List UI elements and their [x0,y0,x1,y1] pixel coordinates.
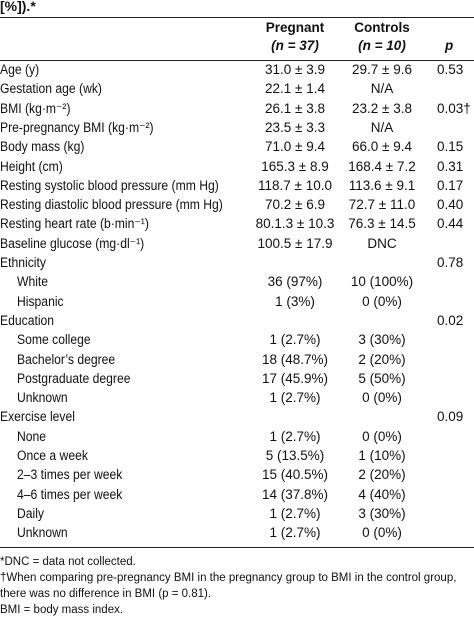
cell: 72.7 ± 11.0 [348,197,416,213]
footnote: *DNC = data not collected. [0,556,136,568]
cell: 0.40 [437,197,464,213]
cell: 118.7 ± 10.0 [258,177,332,193]
cell: 66.0 ± 9.4 [352,139,412,155]
cell: 2 (20%) [358,351,406,367]
cell: 0.53 [437,62,464,77]
cell: 71.0 ± 9.4 [265,139,325,155]
column-header: (n = 10) [358,38,406,53]
column-header: Controls [354,20,410,35]
rule [0,17,474,18]
cell: 165.3 ± 8.9 [261,158,329,174]
row-label: Hispanic [17,293,64,309]
cell: 1 (3%) [275,293,315,309]
cell: 23.5 ± 3.3 [265,119,325,135]
cell: DNC [367,235,397,251]
cell: 1 (2.7%) [269,332,321,348]
footnote: †When comparing pre-pregnancy BMI in the… [0,572,457,600]
cell: 1 (2.7%) [269,525,321,541]
cell: 17 (45.9%) [261,370,329,386]
row-label: None [17,428,47,444]
cell: 0.17 [437,177,464,193]
row-label: Daily [17,505,45,521]
cell: 3 (30%) [358,505,406,521]
row-label: Resting heart rate (b·min⁻¹) [0,216,149,232]
cell: 76.3 ± 14.5 [348,216,416,232]
cell: 4 (40%) [358,486,406,502]
cell: 22.1 ± 1.4 [265,81,325,97]
cell: 10 (100%) [350,274,414,290]
cell: 23.2 ± 3.8 [352,100,412,116]
cell: 100.5 ± 17.9 [257,235,333,251]
row-label: Height (cm) [0,158,63,174]
cell: 0.44 [437,216,464,232]
cell: 5 (50%) [358,370,406,386]
row-label: Unknown [17,390,68,406]
cell: 3 (30%) [358,332,406,348]
row-label: Unknown [17,525,68,541]
row-label: 4–6 times per week [17,486,123,502]
cell: 0 (0%) [362,428,402,444]
cell: 113.6 ± 9.1 [348,177,416,193]
cell: 70.2 ± 6.9 [265,197,325,213]
cell: 18 (48.7%) [261,351,329,367]
cell: 0 (0%) [362,390,402,406]
cell: 0.78 [437,255,464,270]
row-label: Ethnicity [0,255,46,270]
rule [0,547,474,548]
footnotes: *DNC = data not collected. †When comparin… [0,554,474,618]
cell: 0 (0%) [362,525,402,541]
row-label: Resting diastolic blood pressure (mm Hg) [0,197,223,213]
row-label: Gestation age (wk) [0,81,102,97]
cell: 0.15 [437,139,464,155]
cell: 1 (10%) [358,448,406,463]
row-label: Pre-pregnancy BMI (kg·m⁻²) [0,119,154,135]
cell: 0.09 [437,409,464,425]
row-label: Bachelor’s degree [17,351,116,367]
cell: N/A [370,119,394,135]
column-header: Pregnant [265,20,325,35]
row-label: Baseline glucose (mg·dl⁻¹) [0,235,145,251]
row-label: Postgraduate degree [17,370,131,386]
cell: 14 (37.8%) [261,486,329,502]
row-label: Education [0,312,55,328]
row-label: Exercise level [0,409,75,425]
cell: 5 (13.5%) [265,448,325,463]
cell: 29.7 ± 9.6 [352,62,412,77]
cell: 31.0 ± 3.9 [265,62,325,77]
cell: 26.1 ± 3.8 [265,100,325,116]
cell: 0 (0%) [362,293,402,309]
cell: 1 (2.7%) [269,505,321,521]
cell: N/A [370,81,394,97]
cell: 168.4 ± 7.2 [348,158,416,174]
row-label: Body mass (kg) [0,139,85,155]
title: [%]).* [0,0,36,14]
row-label: Some college [17,332,91,348]
row-label: 2–3 times per week [17,467,123,483]
row-label: Resting systolic blood pressure (mm Hg) [0,177,219,193]
row-label: White [17,274,49,290]
cell: 1 (2.7%) [269,428,321,444]
cell: 80.1.3 ± 10.3 [255,216,335,232]
footnote: BMI = body mass index. [0,604,124,616]
column-header: (n = 37) [271,38,319,53]
row-label: BMI (kg·m⁻²) [0,100,71,116]
column-header: p [445,38,454,53]
cell: 0.03† [437,100,471,116]
row-label: Once a week [17,448,88,463]
row-label: Age (y) [0,62,40,77]
cell: 0.02 [437,312,464,328]
cell: 0.31 [437,158,464,174]
rule [0,60,474,61]
cell: 15 (40.5%) [261,467,329,483]
cell: 36 (97%) [267,274,323,290]
cell: 1 (2.7%) [269,390,321,406]
cell: 2 (20%) [358,467,406,483]
